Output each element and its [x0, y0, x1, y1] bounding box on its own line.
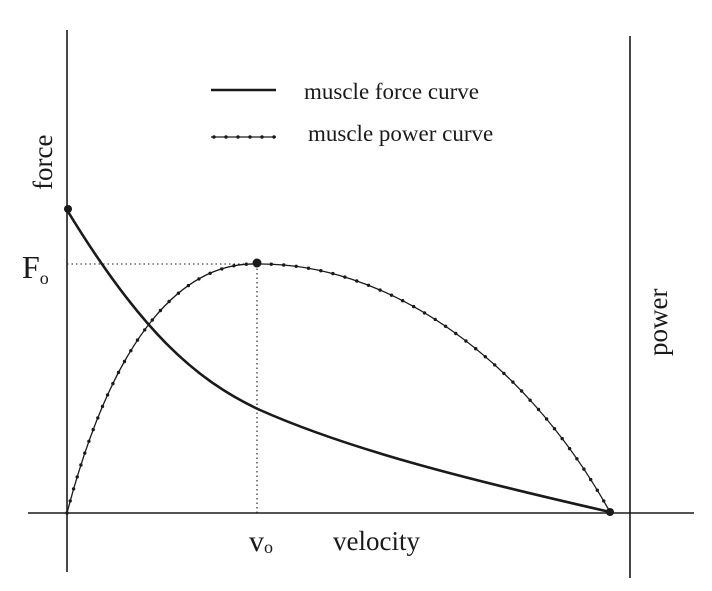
power-curve-marker	[87, 439, 91, 443]
power-curve-marker	[122, 359, 127, 364]
power-curve-marker	[129, 349, 133, 353]
vo-symbol: v	[249, 525, 264, 558]
power-curve	[66, 263, 611, 514]
power-curve-marker	[560, 436, 564, 441]
power-curve-marker	[474, 347, 478, 351]
power-curve-marker	[443, 324, 448, 328]
power-curve-marker	[83, 451, 87, 455]
power-curve-marker	[355, 279, 359, 283]
power-curve-marker	[536, 407, 541, 412]
legend-power-dot	[224, 135, 228, 139]
power-curve-marker	[389, 293, 394, 297]
force-intercept-point	[64, 205, 72, 213]
power-curve-marker	[269, 262, 273, 266]
vo-label: vo	[249, 525, 273, 558]
power-curve-marker	[511, 380, 515, 384]
power-curve-marker	[75, 475, 79, 479]
power-curve-marker	[528, 398, 532, 402]
power-curve-marker	[378, 288, 382, 292]
vo-subscript: o	[264, 537, 273, 557]
power-curve-marker	[502, 371, 506, 376]
power-curve-marker	[575, 457, 579, 461]
power-curve-marker	[602, 499, 606, 503]
power-curve-marker	[282, 263, 286, 267]
legend-power-label: muscle power curve	[308, 121, 493, 146]
power-curve-marker	[167, 299, 171, 304]
power-curve-marker	[116, 370, 121, 375]
power-curve-marker	[135, 338, 140, 342]
power-curve-marker	[197, 277, 201, 281]
power-curve-marker	[319, 269, 323, 273]
power-curve-marker	[232, 264, 236, 268]
power-curve-marker	[412, 304, 416, 309]
power-curve-marker	[100, 404, 105, 409]
force-axis-label: force	[28, 135, 58, 190]
velocity-intercept-point	[606, 508, 614, 516]
power-curve-marker	[68, 499, 72, 503]
power-curve-marker	[401, 299, 405, 303]
velocity-axis-label: velocity	[333, 526, 420, 556]
power-curve-marker	[143, 328, 147, 332]
power-curve-marker	[71, 487, 76, 491]
power-curve-marker	[306, 266, 311, 270]
power-curve-marker	[493, 363, 497, 367]
power-curve-marker	[158, 308, 163, 313]
power-curve-marker	[433, 317, 437, 322]
power-curve-marker	[589, 477, 593, 482]
fo-subscript: o	[40, 268, 49, 288]
power-curve-marker	[464, 339, 468, 343]
legend-power-dot	[272, 135, 276, 139]
power-curve-marker	[208, 271, 212, 275]
legend-power-dot	[260, 135, 264, 139]
power-axis-label: power	[643, 289, 673, 356]
power-curve-marker	[186, 283, 191, 288]
power-curve-marker	[294, 264, 298, 268]
power-curve-marker	[454, 331, 458, 336]
power-curve-marker	[544, 417, 549, 421]
power-curve-marker	[65, 511, 69, 515]
power-curve-marker	[595, 488, 599, 492]
power-curve-marker	[519, 389, 524, 393]
legend: muscle force curve muscle power curve	[211, 79, 493, 146]
fo-symbol: F	[22, 249, 40, 285]
power-curve-marker	[105, 393, 110, 397]
power-curve-marker	[79, 463, 83, 467]
power-curve-marker	[582, 467, 586, 471]
power-curve-marker	[331, 271, 335, 276]
power-curve-marker	[96, 416, 100, 420]
power-curve-marker	[244, 262, 248, 266]
power-curve-marker	[366, 283, 371, 287]
power-curve-marker	[220, 267, 224, 271]
power-curve-marker	[552, 427, 557, 431]
legend-power-dot	[236, 135, 240, 139]
power-curve-marker	[343, 275, 347, 279]
legend-power-dot	[248, 135, 252, 139]
power-curve-marker	[567, 446, 572, 451]
power-curve-marker	[150, 318, 154, 322]
legend-power-dot	[212, 135, 216, 139]
power-peak-point	[252, 258, 262, 268]
power-curve-marker	[176, 291, 181, 295]
power-curve-marker	[111, 381, 115, 386]
fo-label: Fo	[22, 249, 49, 288]
legend-force-label: muscle force curve	[304, 79, 479, 104]
power-curve-markers	[65, 262, 612, 515]
power-curve-marker	[483, 355, 487, 359]
force-curve	[65, 209, 611, 514]
power-curve-marker	[422, 311, 427, 315]
power-curve-marker	[91, 427, 95, 432]
